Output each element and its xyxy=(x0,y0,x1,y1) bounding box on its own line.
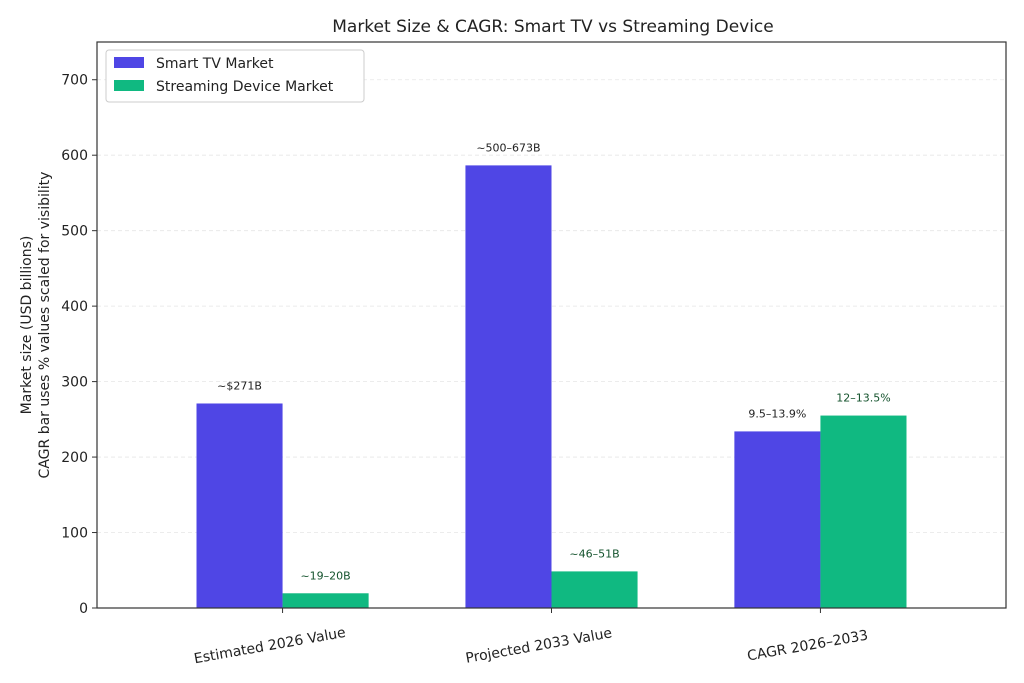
y-tick-label: 200 xyxy=(61,450,88,466)
bars xyxy=(196,165,907,608)
bar-smart-tv-market xyxy=(734,431,821,608)
y-tick-label: 600 xyxy=(61,148,88,164)
y-tick-label: 400 xyxy=(61,299,88,315)
data-label: ~500–673B xyxy=(476,141,540,154)
data-labels: ~$271B ~19–20B ~500–673B ~46–51B 9.5–13.9% 12… xyxy=(217,141,891,582)
x-axis-ticks: Estimated 2026 Value Projected 2033 Value… xyxy=(193,608,869,667)
y-tick-label: 100 xyxy=(61,526,88,542)
legend: Smart TV Market Streaming Device Market xyxy=(105,49,365,103)
chart-title: Market Size & CAGR: Smart TV vs Streamin… xyxy=(332,17,774,37)
x-tick-label: CAGR 2026–2033 xyxy=(746,628,869,665)
data-label: ~19–20B xyxy=(300,569,350,582)
legend-box xyxy=(105,49,365,103)
legend-swatch-streaming-device xyxy=(114,80,144,91)
legend-label-streaming-device: Streaming Device Market xyxy=(156,79,334,95)
bar-streaming-device-market xyxy=(551,571,638,608)
bar-smart-tv-market xyxy=(465,165,552,608)
x-tick-label: Estimated 2026 Value xyxy=(193,625,347,667)
data-label: 12–13.5% xyxy=(836,392,890,405)
y-axis-label: Market size (USD billions) CAGR bar uses… xyxy=(19,172,53,479)
y-axis-label-line-1: Market size (USD billions) xyxy=(19,236,35,415)
bar-streaming-device-market xyxy=(282,593,369,608)
y-tick-label: 500 xyxy=(61,224,88,240)
y-tick-label: 0 xyxy=(79,601,88,617)
x-tick-label: Projected 2033 Value xyxy=(464,625,613,667)
y-tick-label: 700 xyxy=(61,73,88,89)
bar-smart-tv-market xyxy=(196,403,283,608)
y-axis-label-line-2: CAGR bar uses % values scaled for visibi… xyxy=(37,172,53,479)
y-axis-ticks: 0 100 200 300 400 500 600 700 xyxy=(61,73,97,617)
data-label: ~46–51B xyxy=(569,547,619,560)
legend-swatch-smart-tv xyxy=(114,57,144,68)
bar-streaming-device-market xyxy=(820,415,907,608)
data-label: ~$271B xyxy=(217,379,262,392)
y-tick-label: 300 xyxy=(61,375,88,391)
legend-label-smart-tv: Smart TV Market xyxy=(156,56,274,72)
data-label: 9.5–13.9% xyxy=(748,407,806,420)
